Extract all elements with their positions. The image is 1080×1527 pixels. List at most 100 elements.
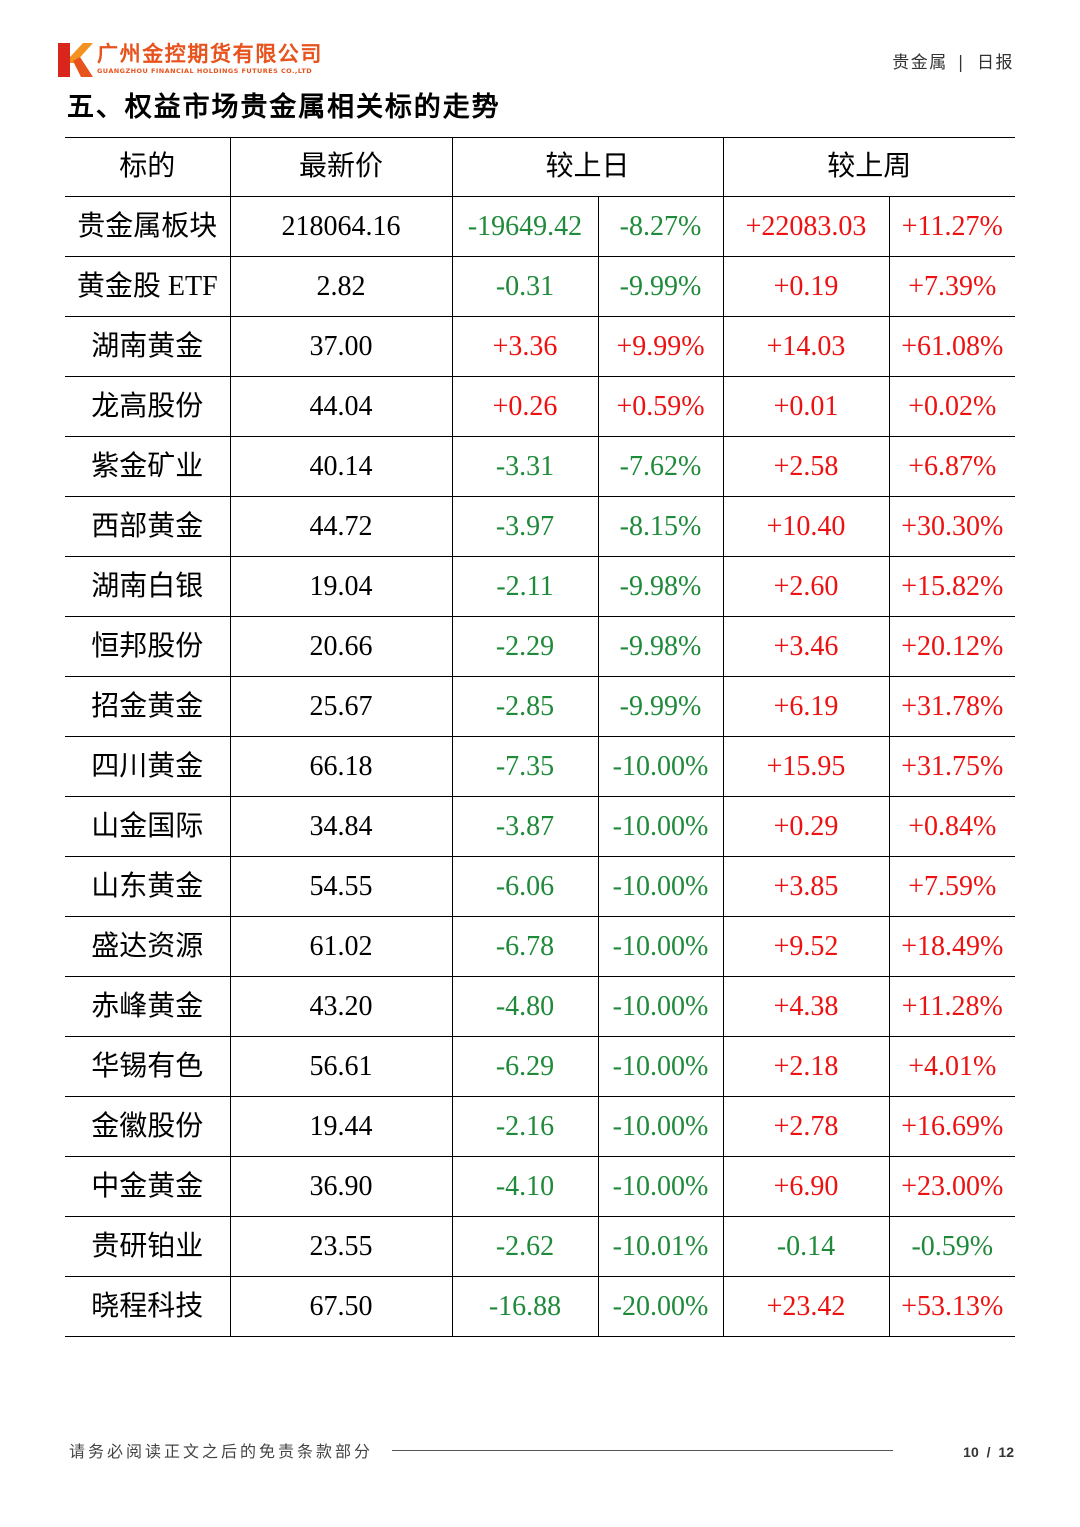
latest-price-cell: 44.72 [229,496,452,557]
header-price: 最新价 [229,137,452,197]
stock-name-cell: 四川黄金 [65,736,230,797]
latest-price-cell: 66.18 [229,736,452,797]
latest-price-cell: 20.66 [229,616,452,677]
week-change-pct-cell: +31.78% [888,676,1016,737]
day-change-pct-cell: +9.99% [597,316,724,377]
day-change-pct-cell: -20.00% [597,1276,724,1337]
week-change-pct-cell: +11.28% [888,976,1016,1037]
stock-name-cell: 贵研铂业 [65,1216,230,1277]
stock-name-cell: 赤峰黄金 [65,976,230,1037]
latest-price-cell: 34.84 [229,796,452,857]
company-logo-icon [58,43,93,77]
day-change-pct-cell: -9.99% [597,676,724,737]
table-row: 湖南黄金 37.00 +3.36 +9.99% +14.03 +61.08% [65,316,1016,377]
stock-name-cell: 贵金属板块 [65,196,230,257]
day-change-cell: -2.11 [451,556,598,617]
day-change-pct-cell: -9.99% [597,256,724,317]
day-change-pct-cell: +0.59% [597,376,724,437]
week-change-pct-cell: +0.84% [888,796,1016,857]
day-change-pct-cell: -10.00% [597,1036,724,1097]
latest-price-cell: 36.90 [229,1156,452,1217]
day-change-pct-cell: -10.01% [597,1216,724,1277]
day-change-cell: -2.16 [451,1096,598,1157]
report-tag: 贵金属 | 日报 [892,52,1014,74]
stock-name-cell: 华锡有色 [65,1036,230,1097]
price-table: 标的 最新价 较上日 较上周 贵金属板块 218064.16 -19649.42 -8… [65,137,1016,1337]
day-change-pct-cell: -9.98% [597,556,724,617]
week-change-pct-cell: +7.39% [888,256,1016,317]
week-change-cell: +14.03 [722,316,890,377]
week-change-cell: -0.14 [722,1216,890,1277]
latest-price-cell: 23.55 [229,1216,452,1277]
day-change-cell: -4.80 [451,976,598,1037]
table-row: 四川黄金 66.18 -7.35 -10.00% +15.95 +31.75% [65,736,1016,797]
stock-name-cell: 湖南白银 [65,556,230,617]
day-change-cell: -3.31 [451,436,598,497]
day-change-pct-cell: -10.00% [597,916,724,977]
day-change-pct-cell: -10.00% [597,736,724,797]
day-change-cell: -3.97 [451,496,598,557]
week-change-pct-cell: +53.13% [888,1276,1016,1337]
week-change-cell: +6.19 [722,676,890,737]
stock-name-cell: 招金黄金 [65,676,230,737]
week-change-pct-cell: +16.69% [888,1096,1016,1157]
latest-price-cell: 40.14 [229,436,452,497]
day-change-pct-cell: -7.62% [597,436,724,497]
company-name-cn: 广州金控期货有限公司 [97,42,323,66]
table-header: 标的 最新价 较上日 较上周 [65,137,1016,197]
report-tag-separator: | [957,53,965,73]
week-change-cell: +0.29 [722,796,890,857]
header-day-change: 较上日 [451,137,724,197]
report-type: 日报 [977,53,1014,73]
week-change-cell: +2.58 [722,436,890,497]
table-row: 紫金矿业 40.14 -3.31 -7.62% +2.58 +6.87% [65,436,1016,497]
day-change-cell: +3.36 [451,316,598,377]
week-change-cell: +3.85 [722,856,890,917]
company-name-en: GUANGZHOU FINANCIAL HOLDINGS FUTURES CO.… [97,67,313,75]
week-change-cell: +4.38 [722,976,890,1037]
section-title: 五、权益市场贵金属相关标的走势 [67,92,501,123]
table-row: 赤峰黄金 43.20 -4.80 -10.00% +4.38 +11.28% [65,976,1016,1037]
company-logo: 广州金控期货有限公司 GUANGZHOU FINANCIAL HOLDINGS … [57,41,329,79]
table-row: 西部黄金 44.72 -3.97 -8.15% +10.40 +30.30% [65,496,1016,557]
day-change-pct-cell: -10.00% [597,1156,724,1217]
week-change-pct-cell: +7.59% [888,856,1016,917]
week-change-cell: +0.01 [722,376,890,437]
day-change-cell: -4.10 [451,1156,598,1217]
day-change-cell: -2.62 [451,1216,598,1277]
table-header-row: 标的 最新价 较上日 较上周 [65,137,1016,197]
day-change-cell: -6.78 [451,916,598,977]
week-change-cell: +23.42 [722,1276,890,1337]
latest-price-cell: 19.04 [229,556,452,617]
day-change-cell: -6.06 [451,856,598,917]
latest-price-cell: 19.44 [229,1096,452,1157]
header-name: 标的 [65,137,230,197]
week-change-cell: +9.52 [722,916,890,977]
table-row: 晓程科技 67.50 -16.88 -20.00% +23.42 +53.13% [65,1276,1016,1337]
stock-name-cell: 西部黄金 [65,496,230,557]
week-change-cell: +10.40 [722,496,890,557]
table-row: 招金黄金 25.67 -2.85 -9.99% +6.19 +31.78% [65,676,1016,737]
week-change-cell: +2.18 [722,1036,890,1097]
day-change-pct-cell: -10.00% [597,796,724,857]
week-change-pct-cell: +11.27% [888,196,1016,257]
table-row: 恒邦股份 20.66 -2.29 -9.98% +3.46 +20.12% [65,616,1016,677]
day-change-cell: -7.35 [451,736,598,797]
week-change-pct-cell: +18.49% [888,916,1016,977]
stock-name-cell: 中金黄金 [65,1156,230,1217]
stock-name-cell: 盛达资源 [65,916,230,977]
table-row: 龙高股份 44.04 +0.26 +0.59% +0.01 +0.02% [65,376,1016,437]
week-change-cell: +2.60 [722,556,890,617]
day-change-cell: -19649.42 [451,196,598,257]
stock-name-cell: 紫金矿业 [65,436,230,497]
day-change-pct-cell: -8.27% [597,196,724,257]
table-body: 贵金属板块 218064.16 -19649.42 -8.27% +22083.03 +1… [65,196,1016,1337]
week-change-pct-cell: +4.01% [888,1036,1016,1097]
day-change-cell: +0.26 [451,376,598,437]
table-row: 中金黄金 36.90 -4.10 -10.00% +6.90 +23.00% [65,1156,1016,1217]
table-row: 黄金股 ETF 2.82 -0.31 -9.99% +0.19 +7.39% [65,256,1016,317]
week-change-pct-cell: +31.75% [888,736,1016,797]
day-change-cell: -3.87 [451,796,598,857]
day-change-cell: -16.88 [451,1276,598,1337]
table-row: 贵研铂业 23.55 -2.62 -10.01% -0.14 -0.59% [65,1216,1016,1277]
